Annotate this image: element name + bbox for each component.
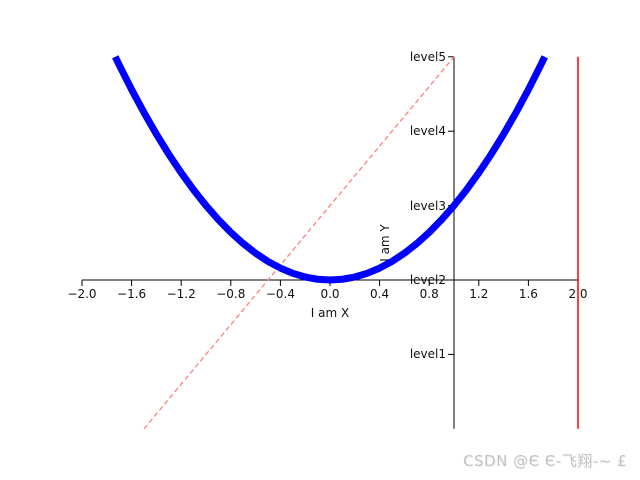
x-tick-label: −2.0 [67, 287, 97, 301]
x-tick-label: −1.2 [166, 287, 196, 301]
x-tick-label: 0.8 [419, 287, 439, 301]
watermark: CSDN @Є Є-飞翔-~ £ [463, 452, 627, 470]
x-axis-title: I am X [310, 306, 350, 320]
x-tick-label: 1.2 [469, 287, 489, 301]
y-tick-label: level4 [409, 124, 446, 139]
y-tick-label: level1 [409, 347, 446, 362]
x-tick-label: 0.0 [320, 287, 340, 301]
x-tick-label: −0.4 [265, 287, 295, 301]
dashed-line-y-equals-2x-plus-1 [143, 56, 455, 430]
y-tick-label: level3 [409, 198, 446, 213]
x-tick-label: 0.4 [370, 287, 390, 301]
x-tick-label: −1.6 [117, 287, 147, 301]
parabola-y-equals-x-squared [112, 55, 548, 284]
y-tick-label: level5 [409, 49, 446, 64]
x-tick-label: −0.8 [216, 287, 246, 301]
x-tick-label: 1.6 [518, 287, 538, 301]
